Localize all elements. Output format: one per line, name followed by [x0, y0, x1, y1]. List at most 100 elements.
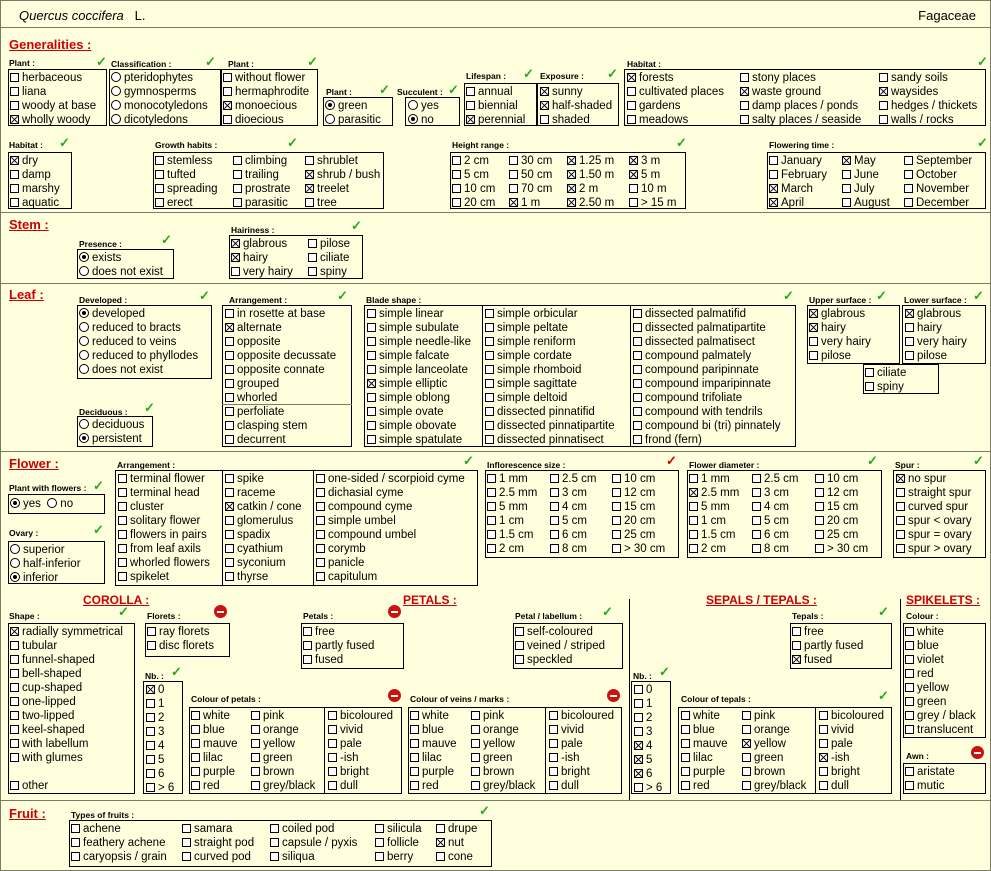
checkbox-cone[interactable]: cone: [436, 850, 473, 864]
checkbox-mark[interactable]: [328, 739, 337, 748]
checkbox-mark[interactable]: [471, 711, 480, 720]
checkbox-grey-black[interactable]: grey / black: [905, 709, 976, 723]
checkbox-simple-lanceolate[interactable]: simple lanceolate: [367, 363, 468, 377]
checkbox-3[interactable]: 3: [146, 725, 164, 739]
checkbox-2-cm[interactable]: 2 cm: [689, 542, 726, 556]
checkbox-vivid[interactable]: vivid: [819, 723, 854, 737]
checkbox-mark[interactable]: [71, 838, 80, 847]
checkbox-mark[interactable]: [231, 253, 240, 262]
checkbox-mark[interactable]: [251, 739, 260, 748]
checkbox-mark[interactable]: [896, 516, 905, 525]
checkbox-mauve[interactable]: mauve: [410, 737, 457, 751]
checkbox-spur-ovary[interactable]: spur > ovary: [896, 542, 972, 556]
checkbox-mark[interactable]: [410, 781, 419, 790]
checkbox-mark[interactable]: [316, 488, 325, 497]
checkbox-mark[interactable]: [485, 435, 494, 444]
checkbox-5-cm[interactable]: 5 cm: [550, 514, 587, 528]
checkbox-mark[interactable]: [251, 725, 260, 734]
checkbox-1[interactable]: 1: [634, 697, 652, 711]
checkbox-1-mm[interactable]: 1 mm: [689, 472, 730, 486]
checkbox-mark[interactable]: [612, 530, 621, 539]
checkbox-8-cm[interactable]: 8 cm: [550, 542, 587, 556]
checkbox-spikelet[interactable]: spikelet: [118, 570, 169, 584]
checkbox-mark[interactable]: [633, 393, 642, 402]
checkbox-june[interactable]: June: [842, 168, 879, 182]
checkbox-mark[interactable]: [225, 351, 234, 360]
checkbox-0[interactable]: 0: [634, 683, 652, 697]
checkbox-stony-places[interactable]: stony places: [740, 71, 816, 85]
checkbox-simple-spatulate[interactable]: simple spatulate: [367, 433, 462, 447]
checkbox-5[interactable]: 5: [146, 753, 164, 767]
checkbox-mark[interactable]: [485, 407, 494, 416]
checkbox-mark[interactable]: [769, 198, 778, 207]
checkbox-mark[interactable]: [10, 739, 19, 748]
checkbox-panicle[interactable]: panicle: [316, 556, 364, 570]
checkbox-pink[interactable]: pink: [251, 709, 284, 723]
checkbox-march[interactable]: March: [769, 182, 813, 196]
checkbox-dissected-pinnatisect[interactable]: dissected pinnatisect: [485, 433, 604, 447]
checkbox-mark[interactable]: [147, 641, 156, 650]
checkbox-mark[interactable]: [742, 781, 751, 790]
checkbox-bright[interactable]: bright: [549, 765, 590, 779]
checkbox-grey-black[interactable]: grey/black: [471, 779, 535, 793]
checkbox-opposite-decussate[interactable]: opposite decussate: [225, 349, 336, 363]
radio-no[interactable]: no: [408, 113, 434, 127]
checkbox-whorled[interactable]: whorled: [225, 391, 277, 405]
checkbox-mark[interactable]: [905, 697, 914, 706]
checkbox-lilac[interactable]: lilac: [410, 751, 442, 765]
checkbox-5-cm[interactable]: 5 cm: [452, 168, 489, 182]
checkbox-mark[interactable]: [146, 741, 155, 750]
checkbox--6[interactable]: > 6: [146, 781, 174, 795]
checkbox-mark[interactable]: [633, 351, 642, 360]
checkbox-mark[interactable]: [10, 156, 19, 165]
checkbox-mark[interactable]: [305, 156, 314, 165]
checkbox-mark[interactable]: [904, 198, 913, 207]
checkbox-dull[interactable]: dull: [328, 779, 358, 793]
radio-mark[interactable]: [79, 252, 89, 262]
radio-deciduous[interactable]: deciduous: [79, 418, 144, 432]
checkbox-pink[interactable]: pink: [471, 709, 504, 723]
checkbox-mark[interactable]: [10, 655, 19, 664]
checkbox-mark[interactable]: [71, 824, 80, 833]
checkbox-mark[interactable]: [905, 323, 914, 332]
checkbox-6-cm[interactable]: 6 cm: [550, 528, 587, 542]
checkbox-mark[interactable]: [815, 516, 824, 525]
checkbox-cultivated-places[interactable]: cultivated places: [627, 85, 724, 99]
radio-developed[interactable]: developed: [79, 307, 145, 321]
checkbox-mark[interactable]: [10, 683, 19, 692]
checkbox-mark[interactable]: [549, 725, 558, 734]
checkbox-mark[interactable]: [842, 156, 851, 165]
checkbox-coiled-pod[interactable]: coiled pod: [270, 822, 334, 836]
checkbox-mark[interactable]: [436, 838, 445, 847]
checkbox-february[interactable]: February: [769, 168, 827, 182]
checkbox-two-lipped[interactable]: two-lipped: [10, 709, 74, 723]
checkbox-mark[interactable]: [905, 711, 914, 720]
checkbox-solitary-flower[interactable]: solitary flower: [118, 514, 200, 528]
checkbox-marshy[interactable]: marshy: [10, 182, 60, 196]
checkbox-mark[interactable]: [567, 156, 576, 165]
checkbox-cyathium[interactable]: cyathium: [225, 542, 283, 556]
checkbox-5-mm[interactable]: 5 mm: [487, 500, 528, 514]
checkbox-glabrous[interactable]: glabrous: [905, 307, 961, 321]
checkbox-mark[interactable]: [10, 641, 19, 650]
radio-half-inferior[interactable]: half-inferior: [10, 557, 81, 571]
checkbox-mark[interactable]: [308, 267, 317, 276]
checkbox-may[interactable]: May: [842, 154, 876, 168]
checkbox-green[interactable]: green: [742, 751, 783, 765]
checkbox-meadows[interactable]: meadows: [627, 113, 688, 127]
checkbox-vivid[interactable]: vivid: [549, 723, 584, 737]
checkbox-mark[interactable]: [118, 544, 127, 553]
checkbox-mark[interactable]: [550, 502, 559, 511]
checkbox-pale[interactable]: pale: [819, 737, 853, 751]
checkbox-hairy[interactable]: hairy: [231, 251, 268, 265]
checkbox-mark[interactable]: [191, 739, 200, 748]
checkbox-bicoloured[interactable]: bicoloured: [328, 709, 393, 723]
checkbox-yellow[interactable]: yellow: [905, 681, 949, 695]
checkbox-mark[interactable]: [146, 699, 155, 708]
checkbox-mark[interactable]: [689, 488, 698, 497]
checkbox-mark[interactable]: [819, 767, 828, 776]
checkbox-straight-pod[interactable]: straight pod: [182, 836, 254, 850]
radio-mark[interactable]: [79, 364, 89, 374]
checkbox-mark[interactable]: [225, 530, 234, 539]
checkbox-mark[interactable]: [225, 421, 234, 430]
